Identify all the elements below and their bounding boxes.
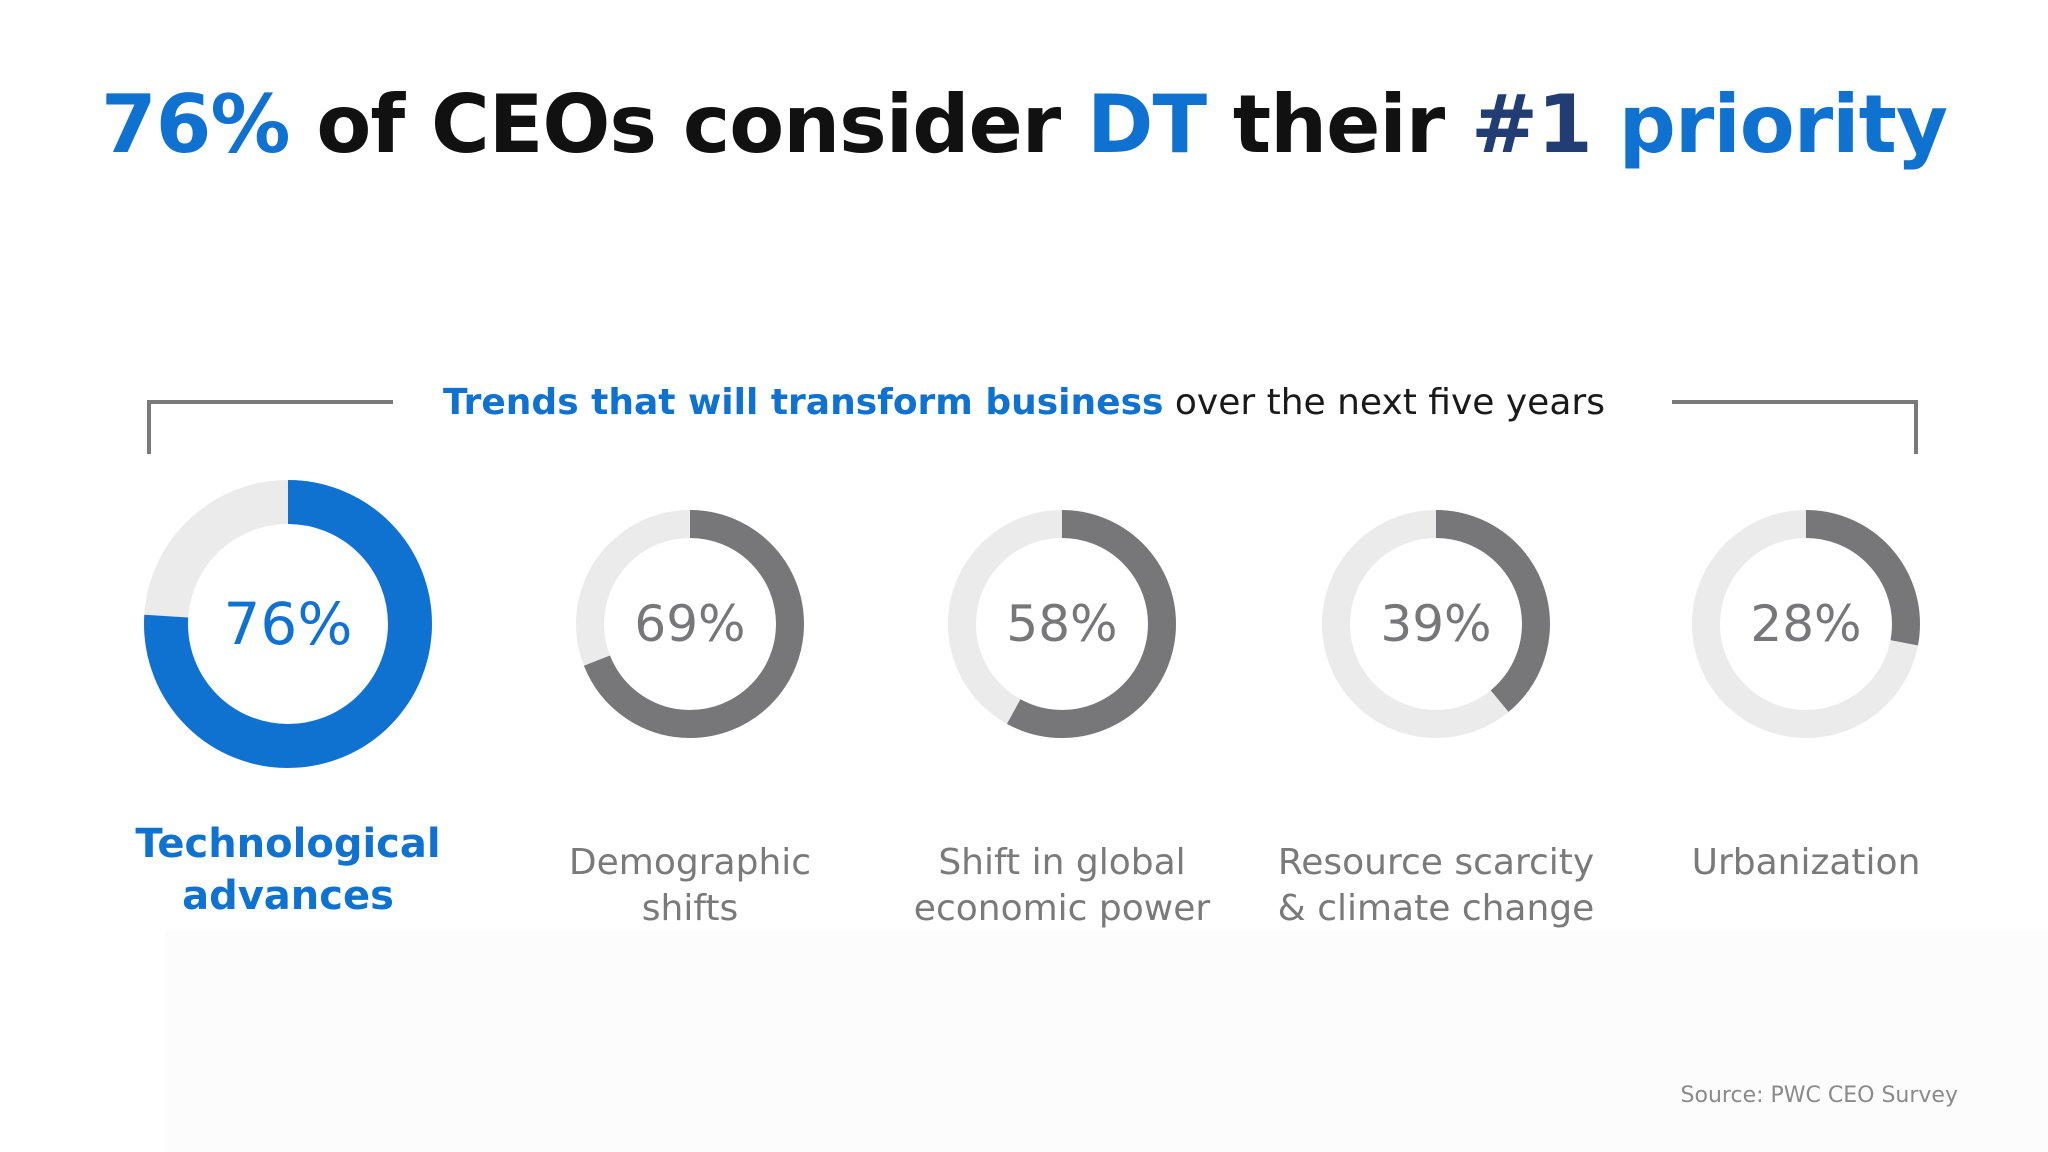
category-label: Urbanization bbox=[1636, 840, 1976, 886]
donut-value-label: 28% bbox=[1750, 595, 1861, 653]
title-text-2: their bbox=[1206, 78, 1472, 171]
background-panel bbox=[165, 930, 2048, 1152]
category-label-line: Technological bbox=[135, 821, 441, 867]
donut-value-label: 76% bbox=[224, 590, 353, 658]
subtitle-rest: over the next five years bbox=[1163, 382, 1605, 423]
title-rank: #1 bbox=[1471, 78, 1593, 171]
right-bracket bbox=[1672, 400, 1918, 454]
category-label-line: advances bbox=[182, 873, 394, 919]
category-label: Shift in global economic power bbox=[892, 840, 1232, 932]
category-label: Resource scarcity & climate change bbox=[1256, 840, 1616, 932]
donut-4: 39% bbox=[1308, 496, 1564, 752]
category-label-line: Resource scarcity bbox=[1277, 842, 1595, 883]
donut-3: 58% bbox=[934, 496, 1190, 752]
category-label-line: shifts bbox=[641, 888, 739, 929]
donut-value-arc bbox=[948, 510, 1176, 738]
category-label-line: Demographic bbox=[568, 842, 812, 883]
category-label-line: Shift in global bbox=[938, 842, 1186, 883]
title-dt: DT bbox=[1087, 78, 1207, 171]
chart-subtitle: Trends that will transform business over… bbox=[0, 382, 2048, 423]
category-label: Demographic shifts bbox=[520, 840, 860, 932]
category-label-line: & climate change bbox=[1277, 888, 1595, 929]
category-label-line: Urbanization bbox=[1691, 842, 1921, 883]
donut-2: 69% bbox=[562, 496, 818, 752]
category-label-line: economic power bbox=[913, 888, 1211, 929]
page-title: 76% of CEOs consider DT their #1 priorit… bbox=[0, 78, 2048, 171]
source-note: Source: PWC CEO Survey bbox=[1680, 1083, 1958, 1108]
subtitle-accent: Trends that will transform business bbox=[443, 382, 1164, 423]
title-text-1: of CEOs consider bbox=[289, 78, 1088, 171]
donut-5: 28% bbox=[1678, 496, 1934, 752]
donut-1: 76% bbox=[122, 458, 454, 790]
left-bracket bbox=[147, 400, 393, 454]
donut-value-label: 58% bbox=[1006, 595, 1117, 653]
donut-value-label: 39% bbox=[1380, 595, 1491, 653]
title-priority: priority bbox=[1591, 78, 1948, 171]
donut-value-label: 69% bbox=[634, 595, 745, 653]
category-label: Technological advances bbox=[108, 818, 468, 922]
donut-value-arc bbox=[144, 480, 432, 768]
title-percent: 76% bbox=[101, 78, 290, 171]
donut-value-arc bbox=[1322, 510, 1550, 738]
donut-value-arc bbox=[576, 510, 804, 738]
donut-value-arc bbox=[1692, 510, 1920, 738]
